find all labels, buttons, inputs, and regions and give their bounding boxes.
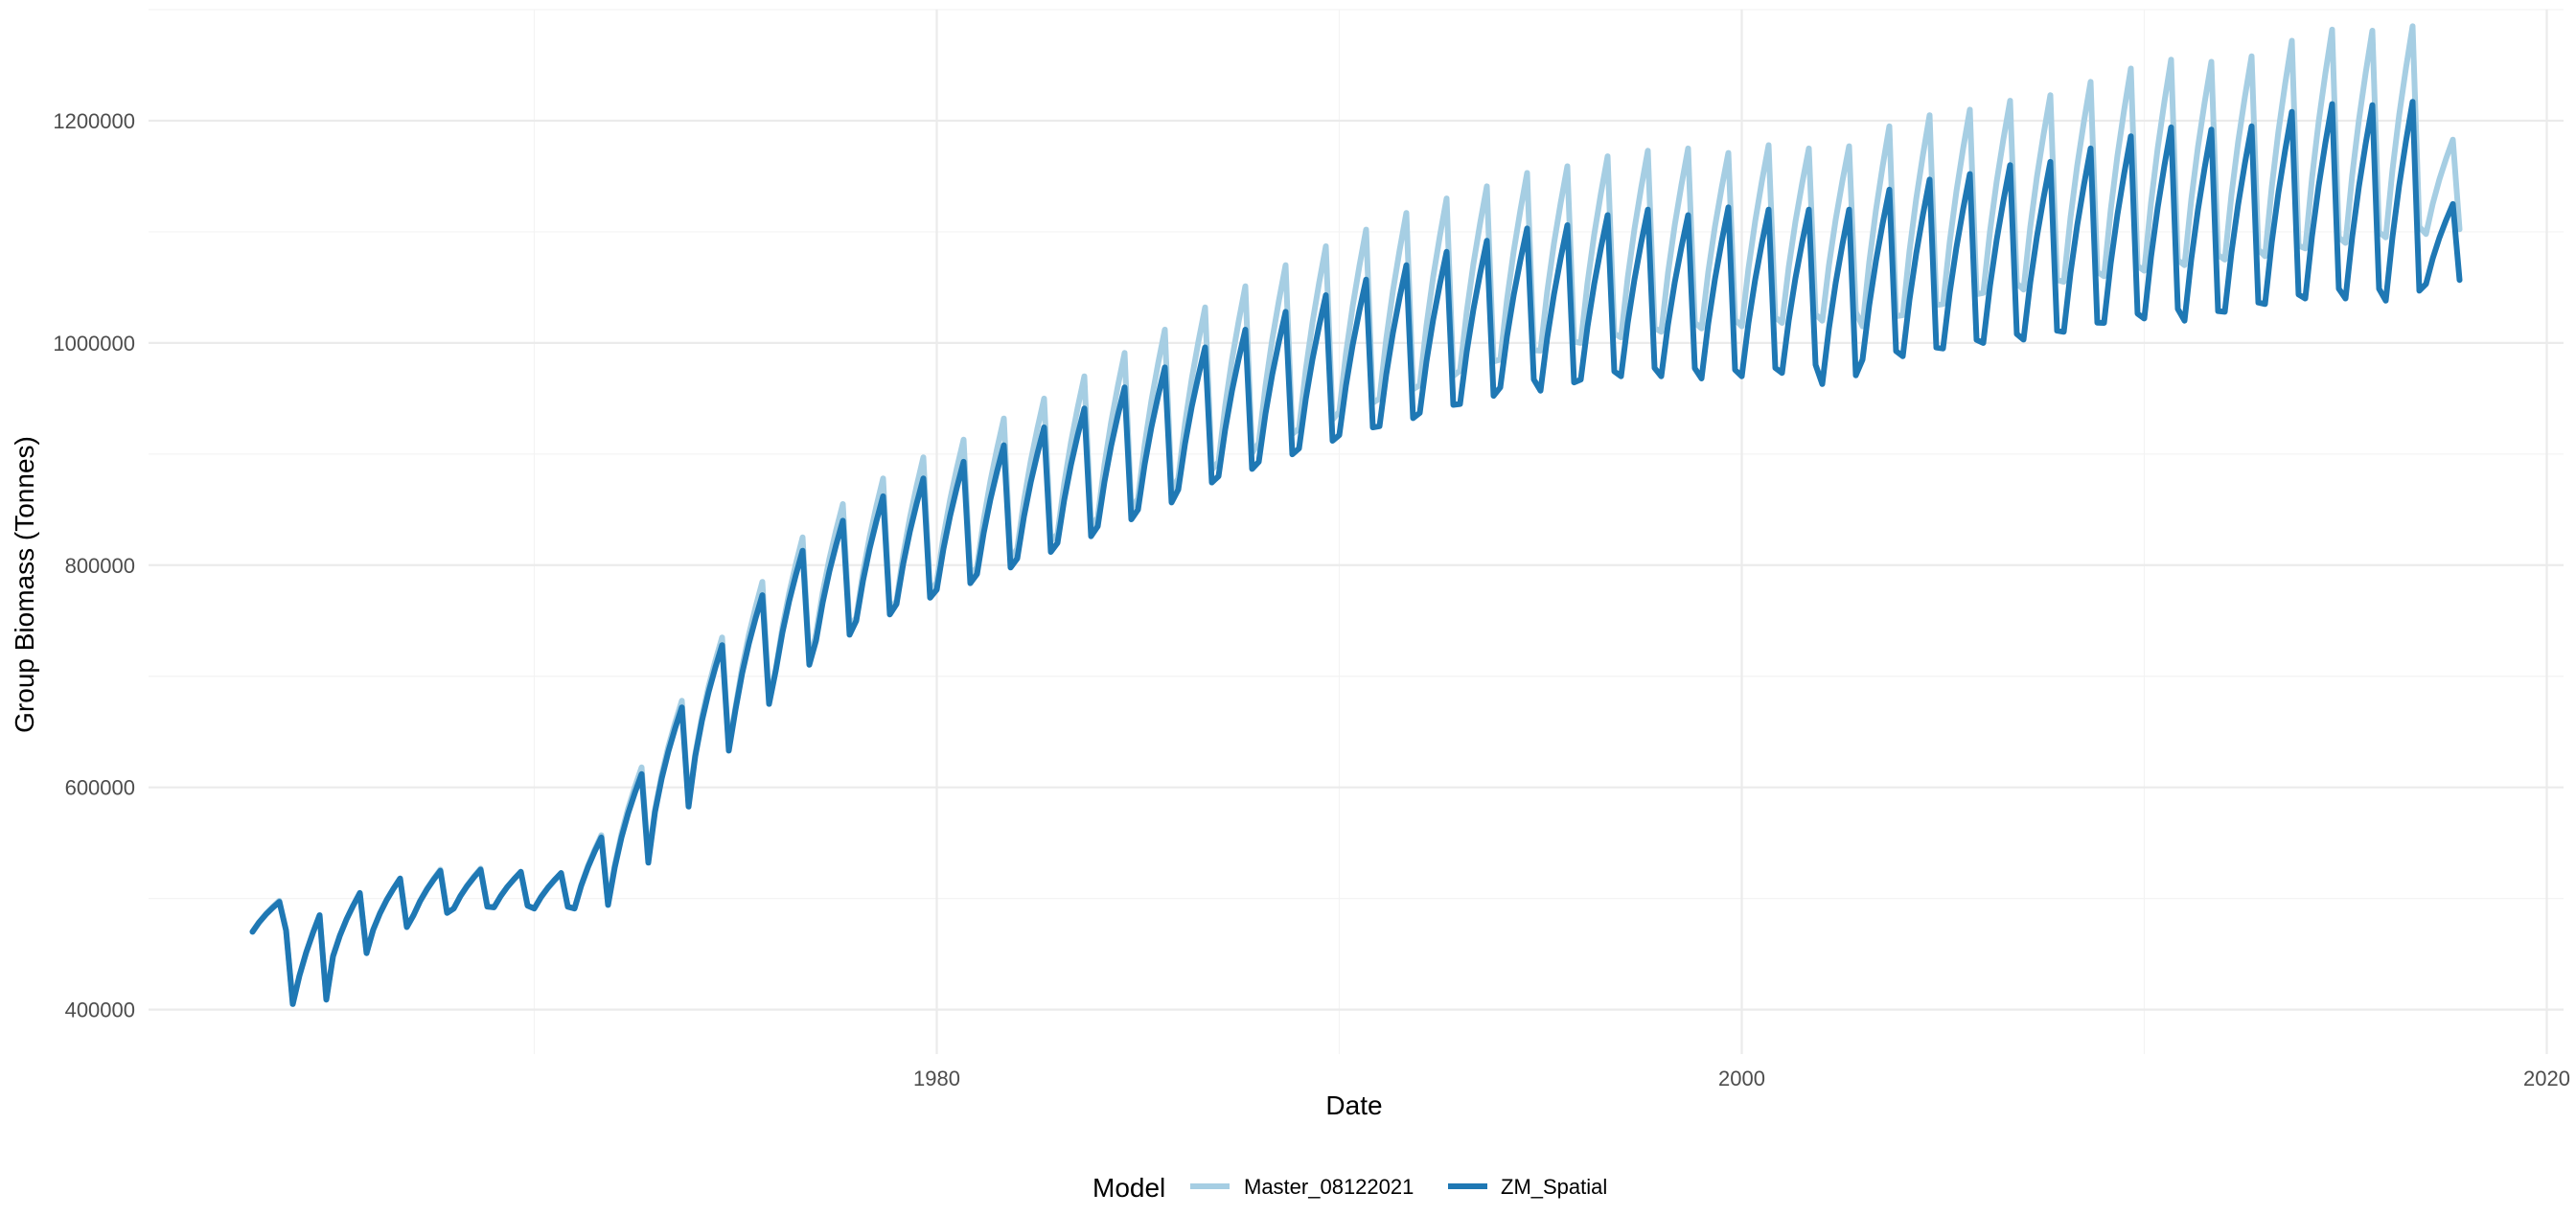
x-tick-label-0: 1980 [913,1067,960,1090]
grid-layer [149,9,2564,1054]
x-tick-label-1: 2000 [1718,1067,1765,1090]
y-axis-title: Group Biomass (Tonnes) [10,436,39,733]
series-line-zm-spatial [249,99,2463,1007]
legend-label-master-08122021: Master_08122021 [1244,1175,1414,1199]
y-tick-label-4: 1200000 [53,109,135,133]
legend-title: Model [1092,1173,1165,1203]
y-tick-label-0: 400000 [65,998,135,1022]
tick-label-layer: 400000 600000 800000 1000000 1200000 1980 2000… [53,109,2570,1090]
y-tick-label-3: 1000000 [53,332,135,356]
series-line-master-08122021 [249,23,2463,1007]
x-tick-label-2: 2020 [2523,1067,2570,1090]
legend: Model Master_08122021 ZM_Spatial [1092,1173,1607,1203]
y-tick-label-2: 800000 [65,554,135,578]
y-tick-label-1: 600000 [65,776,135,800]
x-axis-title: Date [1325,1090,1382,1120]
series-layer [249,23,2463,1007]
legend-label-zm-spatial: ZM_Spatial [1501,1175,1607,1199]
